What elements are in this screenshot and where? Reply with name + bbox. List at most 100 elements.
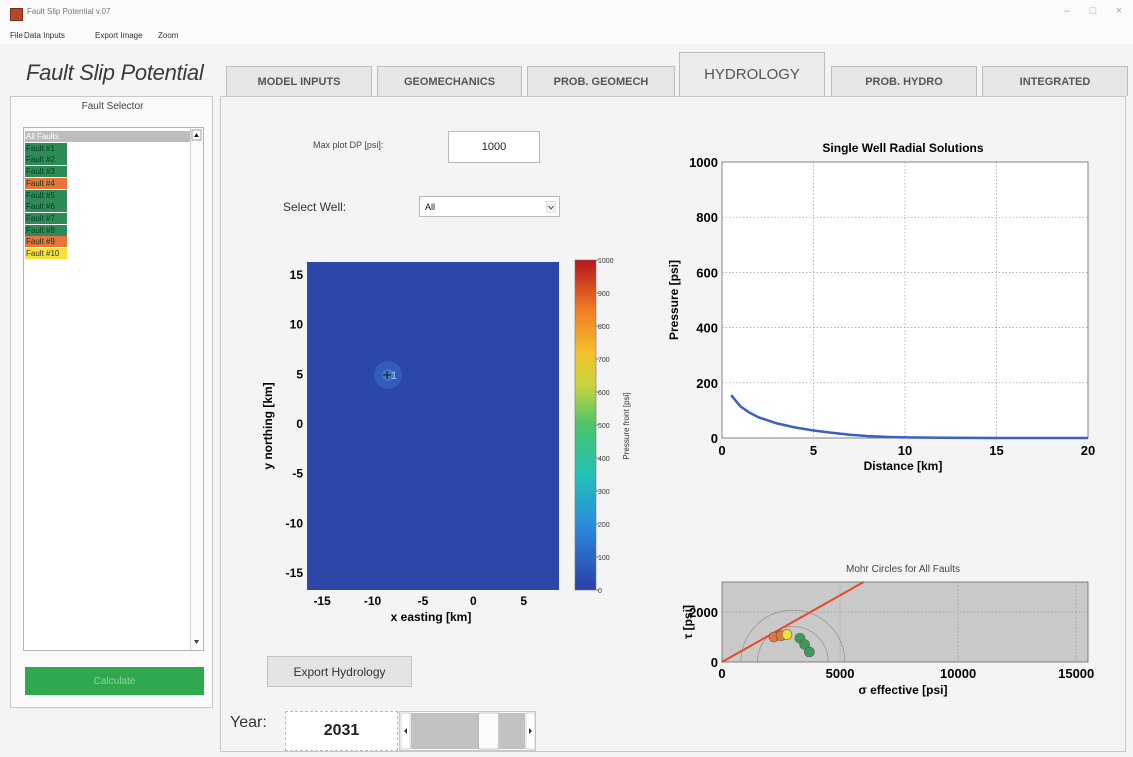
line-y-tick-label: 1000 bbox=[689, 155, 718, 170]
colorbar-tick-label: 800 bbox=[598, 324, 610, 331]
well-marker-cross bbox=[383, 371, 391, 379]
tab-geomechanics[interactable]: GEOMECHANICS bbox=[377, 66, 522, 96]
line-x-tick-label: 0 bbox=[718, 443, 725, 458]
year-input[interactable]: 2031 bbox=[285, 711, 398, 751]
maximize-button[interactable]: □ bbox=[1089, 5, 1097, 17]
fault-list-item[interactable]: All Faults bbox=[25, 131, 190, 142]
tab-hydrology[interactable]: HYDROLOGY bbox=[679, 52, 825, 96]
map-x-tick-label: -5 bbox=[418, 594, 429, 608]
colorbar-tick-label: 400 bbox=[598, 456, 610, 463]
line-x-tick-label: 10 bbox=[898, 443, 912, 458]
colorbar-tick-label: 900 bbox=[598, 291, 610, 298]
chevron-down-icon bbox=[546, 201, 556, 213]
fault-list-item[interactable]: Fault #7 bbox=[25, 212, 67, 224]
close-button[interactable]: × bbox=[1115, 5, 1123, 17]
mohr-point bbox=[781, 629, 793, 640]
app-icon bbox=[10, 8, 23, 21]
fault-list-item[interactable]: Fault #10 bbox=[25, 248, 67, 259]
line-chart-title: Single Well Radial Solutions bbox=[822, 141, 983, 155]
fault-selector-panel: Fault Selector All Faults Fault #1 Fault #… bbox=[10, 96, 213, 708]
mohr-chart-title: Mohr Circles for All Faults bbox=[846, 564, 960, 575]
fault-list-item[interactable]: Fault #9 bbox=[25, 236, 67, 248]
colorbar-tick-label: 700 bbox=[598, 357, 610, 364]
mohr-x-tick-label: 5000 bbox=[826, 666, 855, 681]
mohr-circles-chart: Mohr Circles for All Faults 0 5000 10000 15… bbox=[681, 564, 1094, 697]
tab-model-inputs[interactable]: MODEL INPUTS bbox=[226, 66, 372, 96]
failure-envelope-line bbox=[721, 581, 865, 663]
colorbar-tick-label: 500 bbox=[598, 423, 610, 430]
max-plot-dp-label: Max plot DP [psi]: bbox=[313, 140, 384, 150]
pressure-colorbar bbox=[574, 259, 597, 591]
slider-thumb bbox=[478, 712, 499, 750]
line-y-axis-label: Pressure [psi] bbox=[667, 260, 681, 340]
menu-zoom[interactable]: Zoom bbox=[158, 31, 179, 40]
colorbar-tick-label: 1000 bbox=[598, 258, 614, 265]
tab-prob-hydro[interactable]: PROB. HYDRO bbox=[831, 66, 977, 96]
menu-file[interactable]: File bbox=[10, 31, 23, 40]
map-y-tick-label: 10 bbox=[290, 318, 304, 332]
slider-left-arrow bbox=[404, 728, 407, 734]
mohr-plot-area bbox=[721, 581, 1089, 663]
year-label: Year: bbox=[230, 714, 267, 731]
fault-list-item[interactable]: Fault #4 bbox=[25, 177, 67, 189]
calculate-button[interactable]: Calculate bbox=[25, 667, 204, 695]
pressure-map: 1 -15 -10 -5 0 5 15 10 5 0 -5 -10 -15 x easting [k… bbox=[261, 258, 631, 624]
fault-list[interactable]: All Faults Fault #1 Fault #2 Fault #3 Fault … bbox=[23, 127, 204, 651]
map-y-axis-label: y northing [km] bbox=[261, 382, 275, 469]
line-x-tick-label: 20 bbox=[1081, 443, 1095, 458]
mohr-x-tick-label: 15000 bbox=[1058, 666, 1094, 681]
mohr-point bbox=[804, 646, 815, 658]
map-y-tick-label: 0 bbox=[296, 417, 303, 431]
fault-list-scrollbar[interactable] bbox=[190, 128, 203, 650]
pressure-curve bbox=[730, 394, 1088, 440]
map-y-tick-label: -15 bbox=[286, 566, 304, 580]
map-x-tick-label: 0 bbox=[470, 594, 477, 608]
fault-list-item[interactable]: Fault #3 bbox=[25, 166, 67, 178]
line-y-tick-label: 0 bbox=[711, 431, 718, 446]
select-well-dropdown[interactable]: All bbox=[419, 196, 560, 217]
scrollbar-arrows bbox=[191, 129, 202, 644]
map-y-tick-label: 5 bbox=[296, 367, 303, 381]
map-x-tick-label: -10 bbox=[364, 594, 382, 608]
map-x-axis-label: x easting [km] bbox=[391, 610, 472, 624]
line-y-tick-label: 800 bbox=[696, 210, 718, 225]
mohr-point bbox=[799, 639, 810, 650]
fault-list-item[interactable]: Fault #2 bbox=[25, 154, 67, 166]
map-y-tick-label: 15 bbox=[290, 268, 304, 282]
map-y-tick-label: -5 bbox=[292, 467, 303, 481]
fault-list-item[interactable]: Fault #6 bbox=[25, 201, 67, 213]
colorbar-tick-label: 0 bbox=[598, 588, 602, 595]
colorbar-label: Pressure front [psi] bbox=[622, 392, 631, 459]
line-x-axis-label: Distance [km] bbox=[864, 459, 943, 473]
minimize-button[interactable]: – bbox=[1063, 5, 1071, 17]
colorbar-tick-label: 600 bbox=[598, 390, 610, 397]
mohr-y-tick-label: 2000 bbox=[689, 605, 718, 620]
select-well-label: Select Well: bbox=[283, 200, 347, 214]
window-title: Fault Slip Potential v.07 bbox=[27, 7, 111, 16]
max-plot-dp-input[interactable]: 1000 bbox=[448, 131, 540, 163]
fault-selector-title: Fault Selector bbox=[81, 101, 144, 112]
fault-list-item[interactable]: Fault #8 bbox=[25, 224, 67, 236]
fault-list-item[interactable]: Fault #5 bbox=[25, 189, 67, 201]
slider-right-arrow bbox=[529, 728, 532, 734]
fault-list-item[interactable]: Fault #1 bbox=[25, 142, 67, 154]
app-brand-title: Fault Slip Potential bbox=[26, 60, 204, 85]
mohr-y-tick-label: 0 bbox=[711, 655, 718, 670]
export-hydrology-button[interactable]: Export Hydrology bbox=[267, 656, 412, 687]
menu-data-inputs[interactable]: Data Inputs bbox=[24, 31, 65, 40]
colorbar-tick-label: 300 bbox=[598, 489, 610, 496]
line-x-tick-label: 5 bbox=[810, 443, 817, 458]
map-y-tick-label: -10 bbox=[286, 516, 304, 530]
select-well-value: All bbox=[425, 202, 436, 212]
tab-prob-geomech[interactable]: PROB. GEOMECH bbox=[527, 66, 675, 96]
tab-integrated[interactable]: INTEGRATED bbox=[982, 66, 1128, 96]
mohr-x-axis-label: σ effective [psi] bbox=[859, 683, 948, 697]
map-x-tick-label: -15 bbox=[313, 594, 331, 608]
colorbar-tick-label: 200 bbox=[598, 522, 610, 529]
menu-bar bbox=[0, 28, 1133, 44]
slider-track bbox=[411, 713, 525, 749]
year-slider[interactable] bbox=[399, 711, 536, 751]
menu-export-image[interactable]: Export Image bbox=[95, 31, 143, 40]
mohr-x-tick-label: 0 bbox=[718, 666, 725, 681]
pressure-field bbox=[307, 262, 559, 590]
